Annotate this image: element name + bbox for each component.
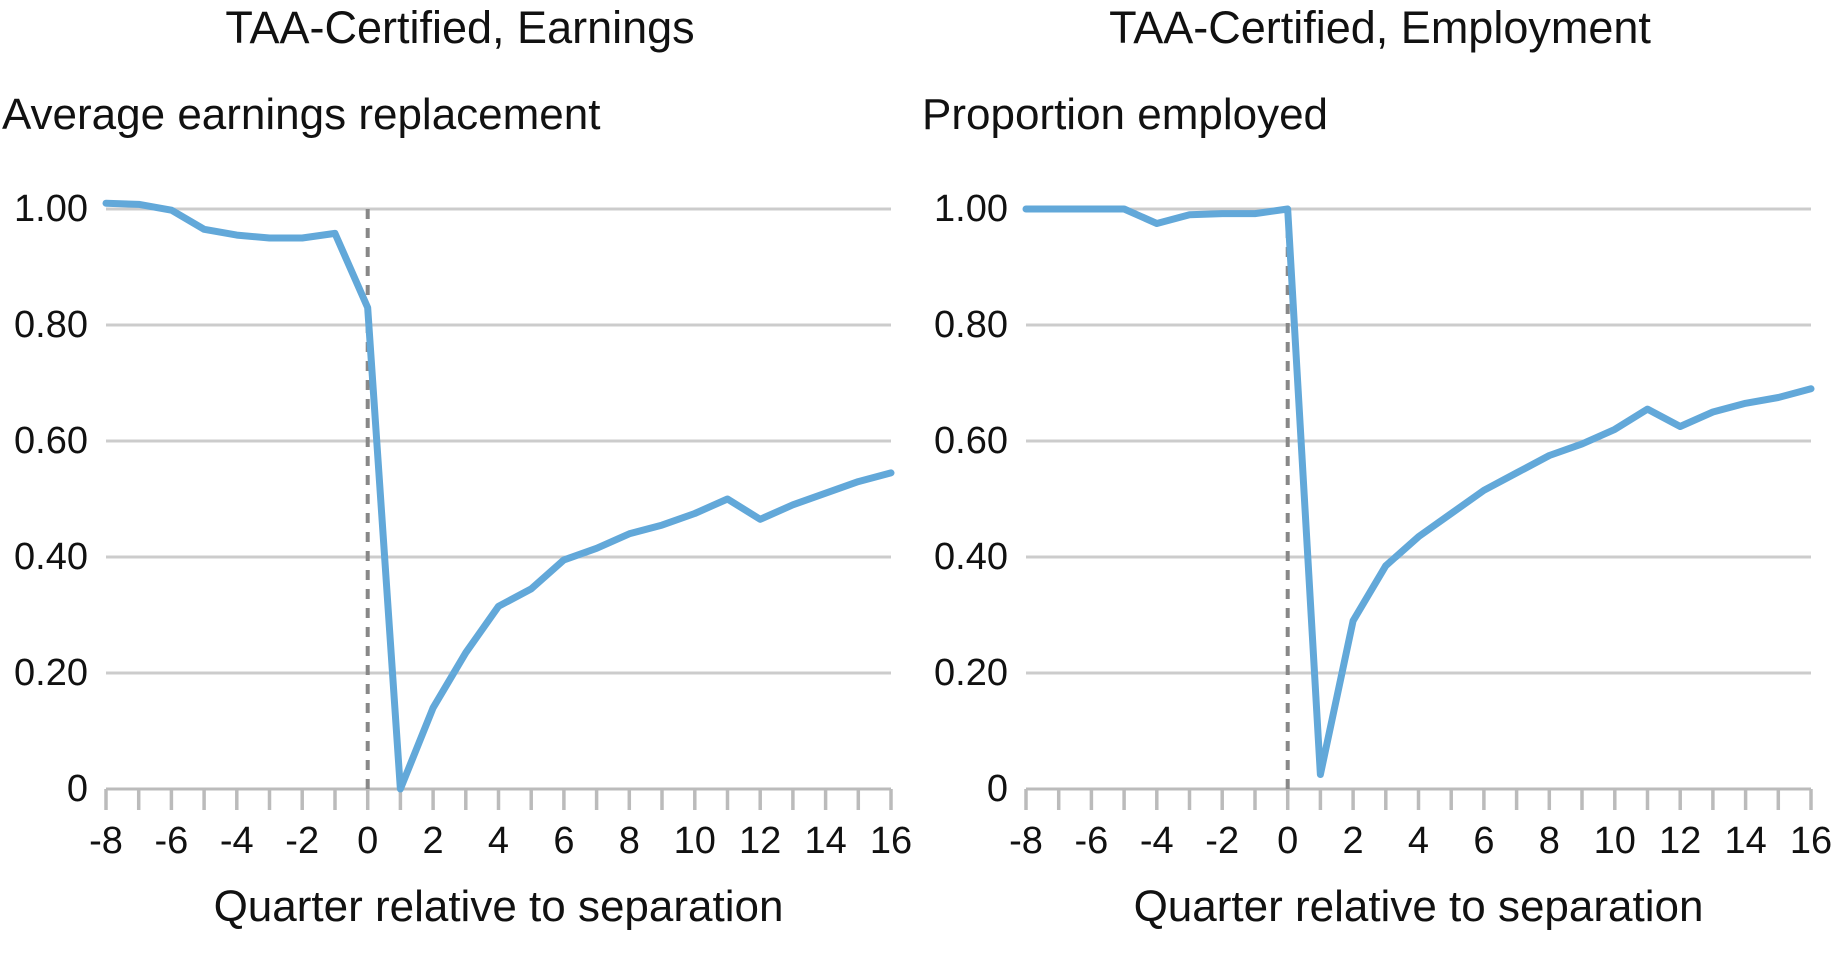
svg-text:0: 0 [987,768,1008,810]
svg-text:16: 16 [1790,820,1832,862]
svg-text:-8: -8 [1009,820,1043,862]
svg-text:0.40: 0.40 [934,536,1008,578]
svg-text:0.80: 0.80 [934,304,1008,346]
svg-text:10: 10 [674,820,716,862]
svg-text:12: 12 [1659,820,1701,862]
svg-text:0: 0 [357,820,378,862]
svg-text:6: 6 [1473,820,1494,862]
svg-text:0.40: 0.40 [14,536,88,578]
svg-text:0: 0 [67,768,88,810]
svg-text:12: 12 [739,820,781,862]
svg-text:0.80: 0.80 [14,304,88,346]
svg-text:2: 2 [1343,820,1364,862]
svg-text:0.20: 0.20 [934,652,1008,694]
svg-text:14: 14 [804,820,846,862]
svg-text:16: 16 [870,820,912,862]
svg-text:-4: -4 [220,820,254,862]
svg-text:8: 8 [1539,820,1560,862]
svg-text:0.60: 0.60 [934,420,1008,462]
svg-text:0.20: 0.20 [14,652,88,694]
svg-text:0.60: 0.60 [14,420,88,462]
svg-text:1.00: 1.00 [934,188,1008,230]
svg-text:-6: -6 [1075,820,1109,862]
svg-text:4: 4 [1408,820,1429,862]
svg-text:6: 6 [553,820,574,862]
svg-text:10: 10 [1594,820,1636,862]
svg-text:8: 8 [619,820,640,862]
svg-text:0: 0 [1277,820,1298,862]
svg-text:2: 2 [423,820,444,862]
svg-text:-4: -4 [1140,820,1174,862]
svg-text:-2: -2 [1205,820,1239,862]
svg-text:-6: -6 [155,820,189,862]
svg-text:-8: -8 [89,820,123,862]
svg-text:-2: -2 [285,820,319,862]
svg-text:14: 14 [1724,820,1766,862]
svg-text:4: 4 [488,820,509,862]
svg-text:1.00: 1.00 [14,188,88,230]
